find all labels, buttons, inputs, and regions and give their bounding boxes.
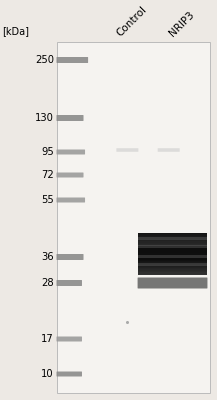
Text: 28: 28 — [41, 278, 54, 288]
Bar — [138, 260, 207, 261]
FancyBboxPatch shape — [56, 150, 85, 154]
FancyBboxPatch shape — [138, 278, 207, 288]
Bar — [138, 268, 207, 270]
Bar — [138, 272, 207, 274]
Text: 130: 130 — [35, 113, 54, 123]
Bar — [138, 246, 207, 247]
FancyBboxPatch shape — [56, 254, 84, 260]
Bar — [138, 248, 207, 250]
Text: NRIP3: NRIP3 — [167, 9, 196, 38]
Bar — [138, 234, 207, 236]
FancyBboxPatch shape — [56, 57, 88, 63]
FancyBboxPatch shape — [56, 198, 85, 202]
Bar — [138, 262, 207, 264]
Bar — [138, 255, 207, 258]
Text: 17: 17 — [41, 334, 54, 344]
Bar — [138, 236, 207, 237]
Bar — [138, 267, 207, 268]
Bar — [138, 243, 207, 244]
FancyBboxPatch shape — [116, 148, 138, 152]
Bar — [138, 256, 207, 257]
Bar — [138, 237, 207, 238]
Text: 55: 55 — [41, 195, 54, 205]
FancyBboxPatch shape — [56, 172, 84, 178]
Bar — [138, 257, 207, 258]
Text: 72: 72 — [41, 170, 54, 180]
Text: 10: 10 — [41, 369, 54, 379]
Text: 95: 95 — [41, 147, 54, 157]
Bar — [138, 261, 207, 262]
Bar — [138, 244, 207, 246]
Bar — [138, 265, 207, 266]
Bar — [138, 253, 207, 254]
Bar — [138, 247, 207, 248]
Bar — [138, 258, 207, 260]
Bar — [138, 250, 207, 251]
Bar — [138, 274, 207, 275]
Bar — [138, 251, 207, 253]
FancyBboxPatch shape — [56, 336, 82, 342]
Text: [kDa]: [kDa] — [2, 26, 29, 36]
Bar — [138, 264, 207, 265]
Text: 36: 36 — [41, 252, 54, 262]
Bar — [138, 240, 207, 241]
FancyBboxPatch shape — [56, 280, 82, 286]
Bar — [138, 241, 207, 243]
Text: Control: Control — [115, 4, 149, 38]
Bar — [138, 270, 207, 271]
Bar — [138, 238, 207, 240]
Bar — [57, 42, 210, 393]
FancyBboxPatch shape — [158, 148, 180, 152]
Bar — [138, 245, 207, 248]
Bar — [138, 263, 207, 266]
Bar — [138, 271, 207, 272]
Bar — [138, 237, 207, 240]
FancyBboxPatch shape — [56, 372, 82, 376]
Text: 250: 250 — [35, 55, 54, 65]
FancyBboxPatch shape — [56, 115, 84, 121]
Bar — [138, 233, 207, 234]
Bar — [138, 254, 207, 256]
